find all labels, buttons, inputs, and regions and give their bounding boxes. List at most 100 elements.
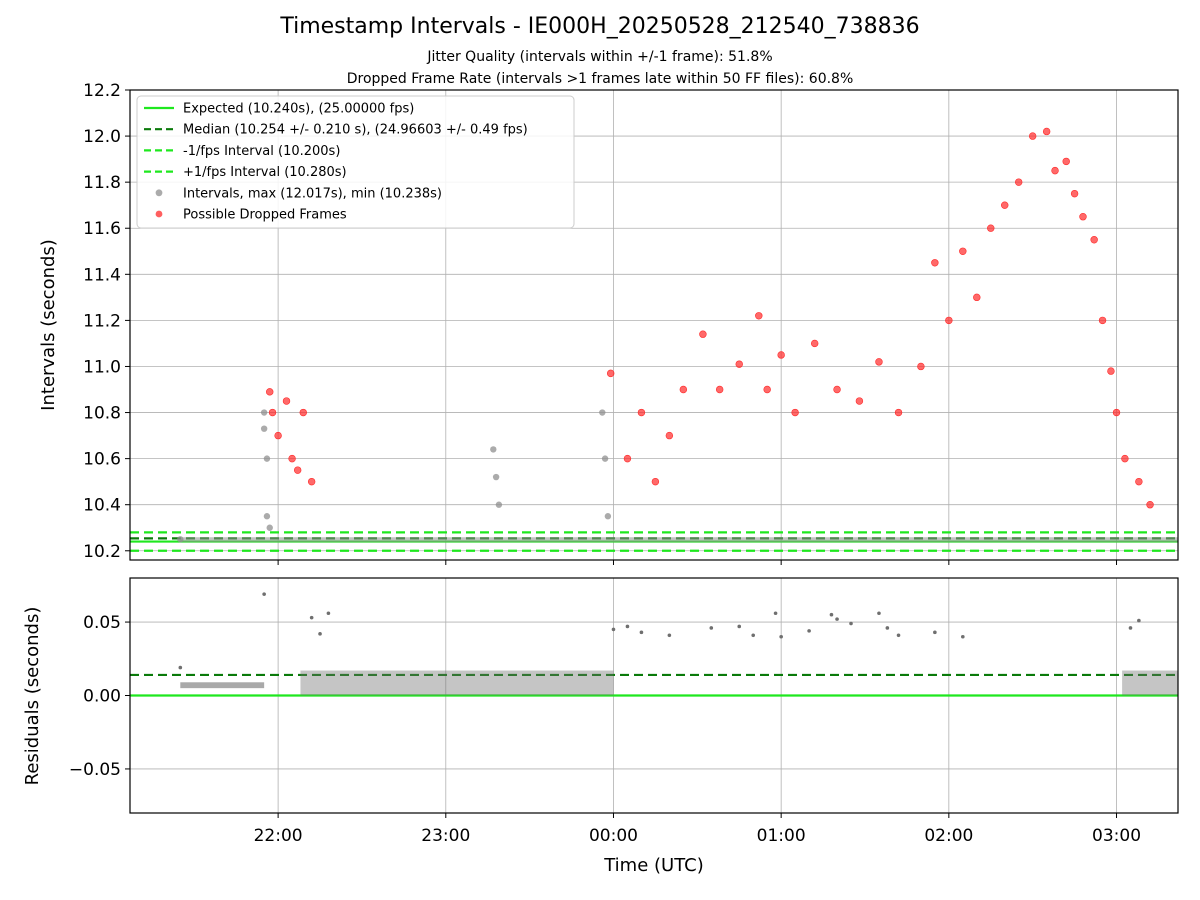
residual-point — [262, 592, 266, 596]
dropped-frame-point — [1121, 454, 1129, 463]
residual-point — [933, 630, 937, 635]
legend-entry-label: -1/fps Interval (10.200s) — [183, 144, 340, 159]
residual-point — [709, 626, 714, 630]
dropped-frame-point — [1015, 178, 1023, 186]
residual-point — [1137, 618, 1141, 623]
legend-entry-label: Intervals, max (12.017s), min (10.238s) — [183, 186, 442, 201]
dropped-frame-point — [1112, 408, 1121, 417]
legend-point-marker — [155, 210, 163, 218]
residual-point — [318, 632, 322, 636]
interval-point — [601, 455, 609, 462]
legend-box — [136, 95, 575, 229]
interval-point — [495, 501, 503, 508]
dropped-frame-point — [623, 454, 632, 463]
dropped-frame-point — [810, 339, 819, 348]
legend-entry-label: +1/fps Interval (10.280s) — [183, 165, 347, 180]
dropped-frame-point — [299, 408, 307, 417]
dropped-frame-point — [274, 431, 282, 440]
dropped-frame-point — [1062, 157, 1070, 166]
dropped-frame-point — [875, 358, 883, 366]
interval-point — [177, 536, 184, 543]
dropped-frame-point — [1001, 201, 1009, 209]
top-x-ticks — [277, 560, 1118, 565]
residual-point — [625, 624, 630, 629]
dropped-frame-point — [855, 397, 864, 405]
dropped-frame-point — [833, 385, 841, 394]
dropped-frame-point — [1070, 189, 1079, 198]
interval-point — [260, 425, 268, 432]
top-y-tick-label: 11.6 — [83, 219, 121, 239]
bottom-reference-lines — [130, 670, 1178, 697]
top-y-tick-label: 10.8 — [83, 404, 121, 424]
interval-point — [604, 513, 612, 520]
interval-point — [263, 455, 271, 462]
dropped-frame-point — [945, 316, 953, 325]
dropped-frame-point — [1135, 477, 1143, 486]
bottom-y-tick-label: 0.05 — [83, 613, 121, 633]
dropped-frame-rate-subtitle: Dropped Frame Rate (intervals >1 frames … — [346, 71, 854, 87]
top-plot-frame — [129, 89, 1179, 561]
dropped-frame-point — [931, 259, 939, 267]
dropped-frame-point — [288, 454, 296, 463]
dropped-frame-point — [651, 477, 660, 486]
dropped-frame-point — [973, 293, 981, 302]
top-y-tick-label: 11.4 — [83, 265, 121, 285]
top-y-tick-label: 10.2 — [83, 542, 121, 562]
bottom-y-ticks: −0.05 0.00 0.05 — [69, 613, 130, 780]
dropped-frame-point — [1107, 367, 1115, 375]
x-tick-label: 02:00 — [924, 826, 973, 846]
dropped-frame-point — [987, 224, 995, 232]
top-y-tick-label: 12.2 — [83, 81, 121, 101]
interval-point — [599, 409, 606, 416]
residual-band-main — [300, 670, 614, 696]
interval-point — [263, 513, 271, 520]
dropped-frame-point — [1079, 213, 1087, 221]
residual-point — [611, 627, 616, 632]
x-axis-label: Time (UTC) — [603, 855, 704, 876]
interval-point — [266, 524, 273, 531]
x-tick-label: 01:00 — [757, 826, 806, 846]
dropped-frame-point — [699, 330, 707, 338]
chart-title: Timestamp Intervals - IE000H_20250528_21… — [280, 14, 920, 39]
bottom-y-tick-label: −0.05 — [69, 760, 121, 780]
dropped-frame-point — [763, 385, 771, 394]
residual-point — [309, 615, 314, 620]
residual-point — [877, 611, 881, 616]
residual-point — [885, 626, 890, 630]
top-y-axis-label: Intervals (seconds) — [38, 239, 59, 411]
top-y-tick-label: 12.0 — [83, 127, 121, 147]
dropped-frame-point — [894, 408, 903, 417]
top-y-tick-label: 11.8 — [83, 173, 121, 193]
residual-point — [773, 611, 778, 616]
top-y-tick-label: 10.6 — [83, 450, 121, 470]
dropped-frame-point — [917, 362, 925, 371]
dropped-frame-point — [637, 408, 646, 417]
residual-point — [807, 629, 811, 633]
bottom-y-axis-label: Residuals (seconds) — [22, 607, 43, 786]
residual-point — [779, 634, 783, 639]
dropped-frame-point — [1042, 127, 1051, 136]
residual-point — [326, 611, 331, 616]
residual-point — [667, 633, 672, 638]
residual-point — [961, 634, 965, 639]
residual-point — [639, 630, 644, 635]
dropped-frame-point — [777, 351, 785, 359]
residual-band-late — [1122, 670, 1178, 696]
top-points — [177, 127, 1154, 543]
residual-point — [1128, 626, 1133, 630]
dropped-frame-point — [606, 369, 615, 378]
residual-point — [829, 612, 834, 617]
dropped-frame-point — [1146, 501, 1154, 509]
residual-point — [178, 665, 183, 670]
legend-entry-label: Expected (10.240s), (25.00000 fps) — [183, 102, 414, 117]
dropped-frame-point — [282, 397, 291, 405]
top-y-ticks: 10.2 10.4 10.6 10.8 11.0 11.2 11.4 11.6 11.8 12.0… — [83, 81, 130, 562]
dropped-frame-point — [266, 388, 274, 396]
interval-point — [490, 446, 497, 453]
residual-band-early — [180, 682, 265, 689]
residual-point — [835, 617, 839, 621]
residual-point — [849, 621, 853, 626]
bottom-points — [178, 592, 1141, 670]
legend-point-marker — [155, 189, 163, 197]
dropped-frame-point — [293, 466, 302, 474]
